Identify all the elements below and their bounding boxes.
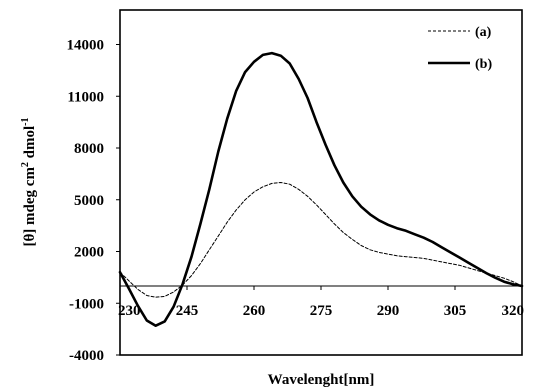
x-tick-label: 305: [444, 303, 467, 319]
y-tick-label: 8000: [74, 141, 104, 157]
series-line-a: [119, 182, 523, 298]
series-line-b: [118, 51, 524, 327]
y-tick-label: 2000: [74, 245, 104, 261]
y-tick-label: 5000: [74, 193, 104, 209]
x-tick-label: 320: [502, 303, 525, 319]
y-tick-label: -1000: [69, 296, 104, 312]
x-tick-label: 245: [176, 303, 199, 319]
legend: (a) (b): [428, 25, 492, 72]
series-layer: [118, 51, 524, 327]
x-tick-label: 290: [377, 303, 400, 319]
y-title-sup2: -1: [20, 117, 31, 125]
x-tick-label: 260: [243, 303, 266, 319]
y-title-mid: dmol: [22, 126, 38, 162]
y-tick-label: 11000: [67, 89, 104, 105]
y-axis-ticks: -4000 -1000 2000 5000 8000 11000 14000: [67, 38, 120, 364]
x-tick-label: 275: [310, 303, 333, 319]
y-axis-title: [θ] mdeg cm2 dmol-1: [20, 117, 38, 246]
y-title-sup1: 2: [20, 162, 31, 167]
y-tick-label: -4000: [69, 348, 104, 364]
y-tick-label: 14000: [67, 38, 105, 54]
legend-label-b: (b): [475, 57, 492, 72]
y-title-main: [θ] mdeg cm: [22, 167, 38, 247]
x-axis-title: Wavelenght[nm]: [268, 372, 375, 388]
x-tick-label: 230: [118, 303, 141, 319]
x-axis-ticks: 230 245 260 275 290 305 320: [118, 286, 524, 319]
legend-label-a: (a): [475, 25, 492, 40]
plot-frame: [119, 9, 523, 356]
